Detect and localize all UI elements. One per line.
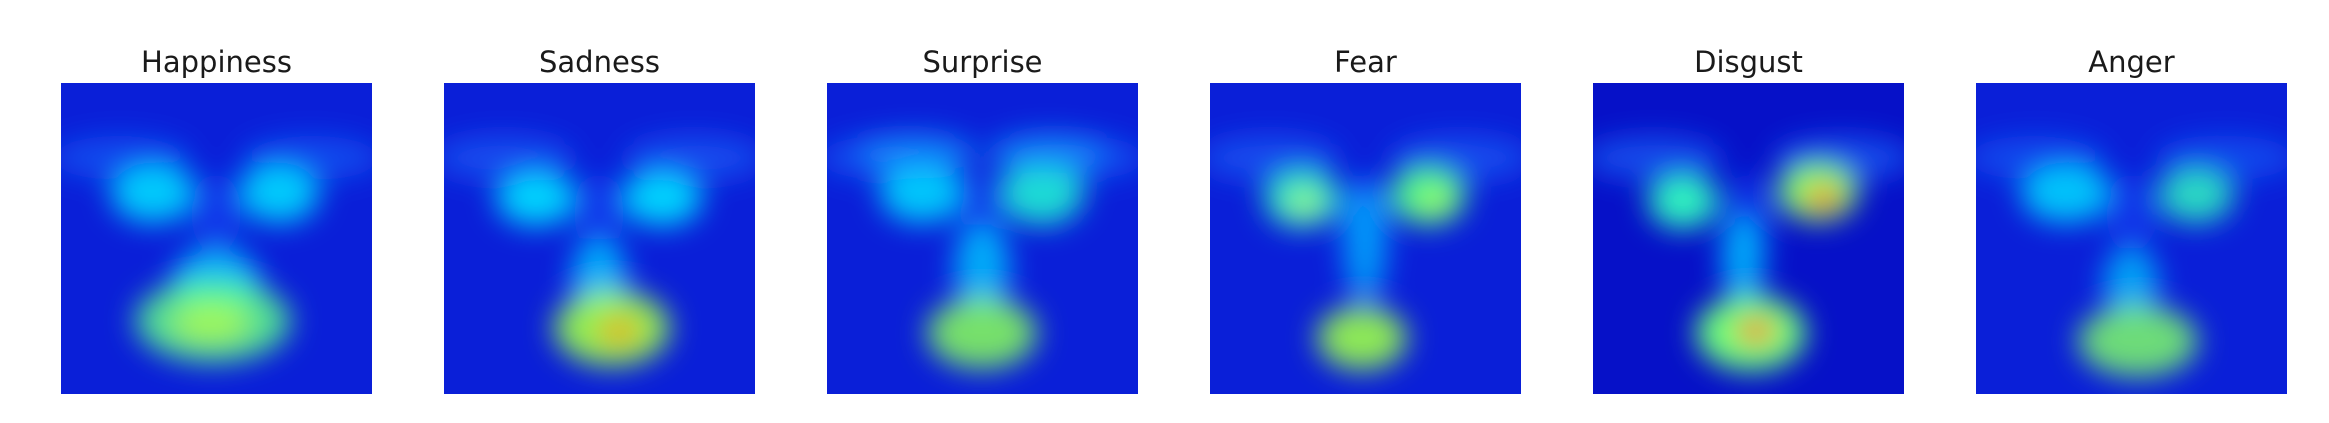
heat-blob [1317,306,1407,370]
heat-blob [111,163,195,223]
panel-title: Anger [2088,45,2175,79]
heat-blob [191,173,241,253]
heat-blob [1421,191,1449,211]
heatmap-anger [1976,83,2287,394]
panel-title: Sadness [538,45,661,79]
heatmap-image [1976,83,2287,394]
heatmap-image [1210,83,1521,394]
panel-surprise: Surprise [827,0,1138,400]
heatmap-image [827,83,1138,394]
heat-blob [1721,213,1765,303]
heat-blob [574,173,624,253]
heat-blob [1291,193,1319,213]
heatmap-image [444,83,755,394]
heat-blob [2106,173,2156,253]
heat-blob [927,297,1037,369]
heat-blob [624,136,755,180]
heatmap-happiness [61,83,372,394]
heat-blob [444,136,574,180]
heat-blob [2158,167,2234,223]
heat-blob [880,163,964,223]
heat-blob [2103,248,2159,318]
panel-title: Disgust [1694,45,1803,79]
heat-blob [1343,183,1387,303]
heatmap-image [61,83,372,394]
heat-blob [2078,305,2198,377]
panel-happiness: Happiness [61,0,372,400]
heat-blob [622,170,702,226]
heat-blob [1593,136,1723,180]
panel-fear: Fear [1210,0,1521,400]
heat-blob [1648,173,1718,229]
heat-blob [1736,319,1776,343]
heat-blob [2021,163,2111,223]
panel-anger: Anger [1976,0,2287,400]
heat-blob [987,133,1107,173]
heatmap-image [1593,83,1904,394]
heat-blob [857,133,977,173]
panel-title: Happiness [141,45,292,79]
heatmap-fear [1210,83,1521,394]
panel-title: Surprise [922,45,1043,79]
panel-title: Fear [1334,45,1397,79]
heatmap-surprise [827,83,1138,394]
heatmap-disgust [1593,83,1904,394]
heat-blob [1805,186,1841,210]
heat-blob [171,303,251,343]
panel-sadness: Sadness [444,0,755,400]
heat-blob [597,317,641,345]
heat-blob [1000,161,1084,225]
panel-disgust: Disgust [1593,0,1904,400]
heat-blob [954,223,1010,313]
heat-blob [496,170,576,226]
heat-blob [239,163,319,223]
heatmap-sadness [444,83,755,394]
